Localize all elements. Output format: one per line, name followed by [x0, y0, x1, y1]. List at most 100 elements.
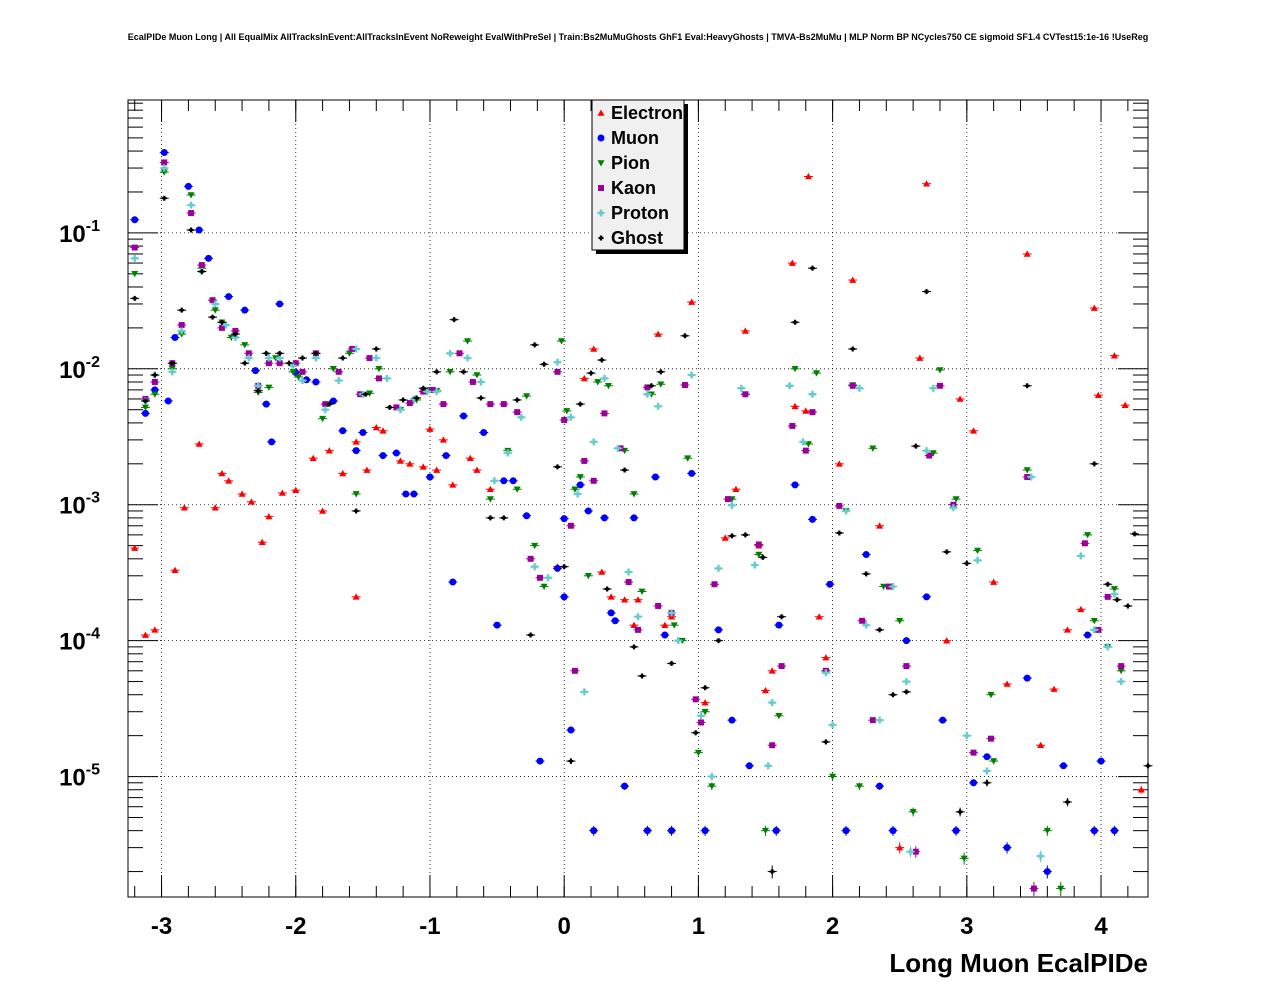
ghost-point: [568, 758, 574, 764]
proton-point: [245, 354, 253, 362]
pion-point: [375, 366, 383, 373]
muon-point: [688, 469, 696, 477]
electron-point: [225, 477, 233, 484]
kaon-point: [970, 749, 977, 756]
muon-point: [509, 477, 517, 485]
electron-point: [654, 330, 662, 337]
electron-point: [339, 469, 347, 477]
electron-point: [141, 631, 149, 638]
pion-point: [594, 379, 602, 386]
electron-point: [1110, 352, 1118, 359]
kaon-point: [198, 262, 205, 269]
muon-point: [359, 428, 367, 436]
kaon-point: [859, 617, 866, 624]
pion-point: [708, 783, 716, 790]
proton-point: [504, 449, 512, 457]
ghost-point: [541, 361, 547, 367]
legend-label-pion: Pion: [611, 153, 650, 173]
electron-point: [309, 454, 317, 461]
pion-point: [990, 758, 998, 765]
proton-point: [383, 374, 391, 382]
muon-point: [1097, 757, 1105, 765]
pion-point: [1084, 532, 1092, 539]
x-tick-label: 3: [960, 913, 973, 940]
proton-point: [580, 688, 588, 696]
muon-point: [426, 473, 434, 481]
muon-point: [560, 593, 568, 601]
proton-point: [715, 564, 723, 572]
legend-marker-pion: [597, 160, 605, 167]
proton-point: [372, 354, 380, 362]
muon-point: [141, 409, 149, 417]
pion-point: [936, 367, 944, 374]
data-points: [130, 149, 1153, 897]
proton-point: [764, 762, 772, 770]
electron-point: [815, 613, 823, 620]
ghost-point: [779, 614, 785, 620]
y-tick-labels: 10-5 10-4 10-3 10-2 10-1: [59, 218, 100, 792]
electron-point: [590, 345, 598, 352]
ghost-point: [255, 388, 261, 394]
pion-point: [241, 342, 249, 349]
proton-point: [855, 384, 863, 392]
ghost-point: [286, 360, 292, 366]
kaon-point: [711, 581, 718, 588]
pion-point: [775, 712, 783, 720]
kaon-point: [366, 355, 373, 362]
ghost-point: [639, 673, 645, 679]
proton-point: [321, 406, 329, 414]
ghost-point: [622, 467, 628, 473]
ghost-point: [188, 227, 194, 233]
proton-point: [1037, 852, 1045, 860]
muon-point: [268, 438, 276, 446]
proton-point: [963, 732, 971, 740]
muon-point: [164, 397, 172, 405]
muon-point: [1043, 868, 1051, 876]
electron-point: [363, 466, 371, 473]
proton-point: [842, 507, 850, 515]
electron-point: [688, 298, 696, 305]
electron-point: [1094, 391, 1102, 398]
ghost-point: [434, 369, 440, 375]
electron-point: [1050, 685, 1058, 692]
pion-point: [464, 338, 472, 345]
electron-point: [195, 440, 203, 447]
ghost-point: [792, 319, 798, 325]
proton-point: [862, 621, 870, 629]
kaon-point: [1104, 593, 1111, 600]
muon-point: [876, 782, 884, 790]
proton-point: [517, 413, 525, 421]
ghost-point: [373, 346, 379, 352]
kaon-point: [131, 244, 138, 251]
ghost-point: [554, 464, 560, 470]
proton-point: [983, 767, 991, 775]
pion-point: [265, 384, 273, 391]
x-axis-title: Long Muon EcalPIDe: [889, 948, 1148, 978]
electron-point: [822, 654, 830, 661]
ghost-point: [760, 554, 766, 560]
pion-point: [576, 474, 584, 481]
pion-point: [1090, 617, 1098, 625]
muon-point: [661, 631, 669, 639]
ghost-point: [964, 560, 970, 566]
kaon-point: [188, 210, 195, 217]
ghost-point: [877, 627, 883, 633]
kaon-point: [802, 447, 809, 454]
ghost-point: [263, 350, 269, 356]
ghost-point: [850, 346, 856, 352]
muon-point: [621, 782, 629, 790]
proton-point: [335, 377, 343, 385]
kaon-point: [1118, 663, 1125, 670]
legend-label-ghost: Ghost: [611, 228, 663, 248]
series-proton: [130, 164, 1126, 863]
electron-point: [721, 534, 729, 541]
muon-point: [352, 447, 360, 455]
kaon-point: [644, 384, 651, 391]
electron-point: [439, 436, 447, 443]
muon-point: [889, 827, 897, 835]
proton-point: [423, 388, 431, 396]
kaon-point: [554, 368, 561, 375]
proton-point: [352, 345, 360, 353]
kaon-point: [537, 574, 544, 581]
ghost-point: [957, 809, 963, 815]
